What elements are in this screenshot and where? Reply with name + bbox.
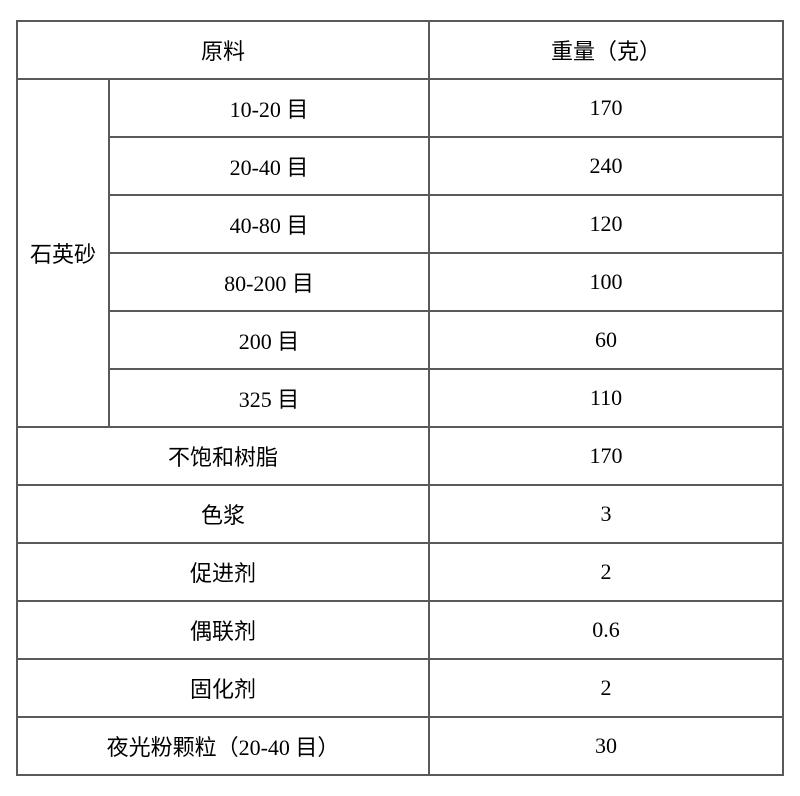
quartz-weight: 120 [429, 195, 783, 253]
quartz-weight: 100 [429, 253, 783, 311]
table-row: 80-200 目 100 [17, 253, 783, 311]
quartz-spec: 325 目 [109, 369, 429, 427]
table-row: 325 目 110 [17, 369, 783, 427]
table-container: 原料 重量（克） 石英砂 10-20 目 170 20-40 目 240 40-… [0, 0, 800, 796]
quartz-weight: 170 [429, 79, 783, 137]
header-weight: 重量（克） [429, 21, 783, 79]
quartz-spec: 10-20 目 [109, 79, 429, 137]
table-row: 偶联剂 0.6 [17, 601, 783, 659]
material-name: 固化剂 [17, 659, 429, 717]
table-row: 促进剂 2 [17, 543, 783, 601]
quartz-spec: 200 目 [109, 311, 429, 369]
quartz-spec: 20-40 目 [109, 137, 429, 195]
material-name: 偶联剂 [17, 601, 429, 659]
material-name: 促进剂 [17, 543, 429, 601]
quartz-group-label: 石英砂 [17, 79, 109, 427]
quartz-weight: 240 [429, 137, 783, 195]
material-weight: 170 [429, 427, 783, 485]
material-weight: 2 [429, 659, 783, 717]
table-row: 色浆 3 [17, 485, 783, 543]
material-name: 色浆 [17, 485, 429, 543]
material-weight: 0.6 [429, 601, 783, 659]
table-row: 固化剂 2 [17, 659, 783, 717]
table-row: 石英砂 10-20 目 170 [17, 79, 783, 137]
material-name: 夜光粉颗粒（20-40 目） [17, 717, 429, 775]
quartz-weight: 60 [429, 311, 783, 369]
material-weight: 30 [429, 717, 783, 775]
table-header-row: 原料 重量（克） [17, 21, 783, 79]
material-weight: 3 [429, 485, 783, 543]
quartz-spec: 80-200 目 [109, 253, 429, 311]
table-row: 40-80 目 120 [17, 195, 783, 253]
table-row: 不饱和树脂 170 [17, 427, 783, 485]
materials-table: 原料 重量（克） 石英砂 10-20 目 170 20-40 目 240 40-… [16, 20, 784, 776]
material-name: 不饱和树脂 [17, 427, 429, 485]
material-weight: 2 [429, 543, 783, 601]
table-row: 夜光粉颗粒（20-40 目） 30 [17, 717, 783, 775]
table-row: 20-40 目 240 [17, 137, 783, 195]
header-material: 原料 [17, 21, 429, 79]
quartz-spec: 40-80 目 [109, 195, 429, 253]
table-row: 200 目 60 [17, 311, 783, 369]
quartz-weight: 110 [429, 369, 783, 427]
